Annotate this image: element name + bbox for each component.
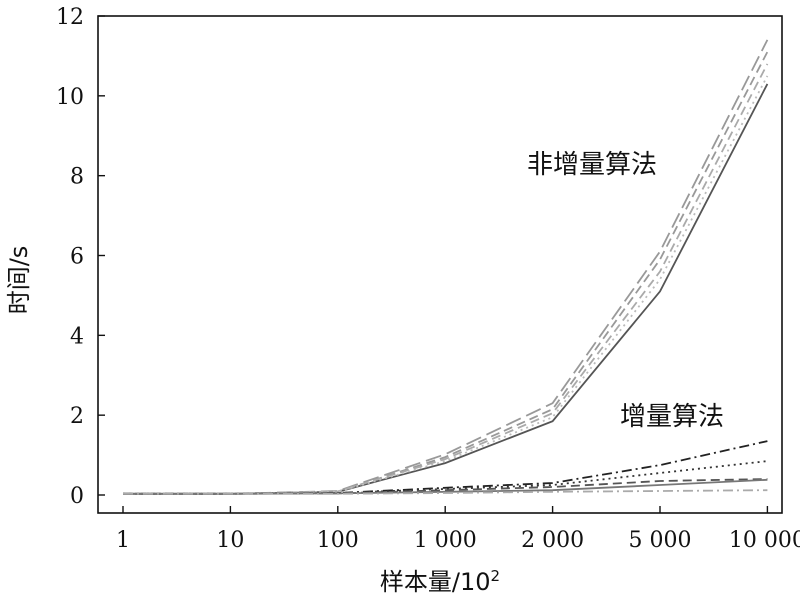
y-tick-label: 12	[56, 5, 84, 30]
x-tick-label: 5 000	[629, 528, 692, 553]
y-tick-label: 2	[70, 404, 84, 429]
x-axis-title-base: 样本量/10	[380, 568, 491, 596]
series-line-nonincremental-4	[123, 63, 769, 495]
series-line-nonincremental-2	[123, 51, 769, 495]
y-tick-label: 4	[70, 324, 84, 349]
x-tick-label: 1	[116, 528, 130, 553]
series-line-incremental-10	[123, 489, 768, 495]
y-tick-label: 6	[70, 245, 84, 270]
series-layer	[123, 39, 769, 495]
annotation-nonincremental: 非增量算法	[527, 150, 657, 180]
y-axis-ticks: 0 2 4 6 8 10 12	[56, 5, 105, 509]
x-tick-label: 100	[317, 528, 359, 553]
series-line-incremental-6	[123, 440, 768, 495]
x-axis-ticks: 1 10 100 1 000 2 000 5 000 10 000	[116, 506, 800, 553]
x-tick-label: 2 000	[521, 528, 584, 553]
y-tick-label: 0	[70, 484, 84, 509]
y-tick-label: 8	[70, 165, 84, 190]
y-tick-label: 10	[56, 85, 84, 110]
annotation-incremental: 增量算法	[620, 402, 724, 432]
series-line-nonincremental-1	[123, 83, 769, 495]
x-tick-label: 10	[216, 528, 244, 553]
y-axis-title: 时间/s	[5, 246, 33, 315]
plot-frame	[97, 15, 783, 514]
series-line-incremental-7	[123, 460, 768, 495]
x-tick-label: 1 000	[414, 528, 477, 553]
x-axis-title-superscript: 2	[491, 567, 501, 585]
series-line-incremental-8	[123, 478, 768, 495]
x-tick-label: 10 000	[729, 528, 800, 553]
x-axis-title: 样本量/102	[380, 567, 500, 596]
